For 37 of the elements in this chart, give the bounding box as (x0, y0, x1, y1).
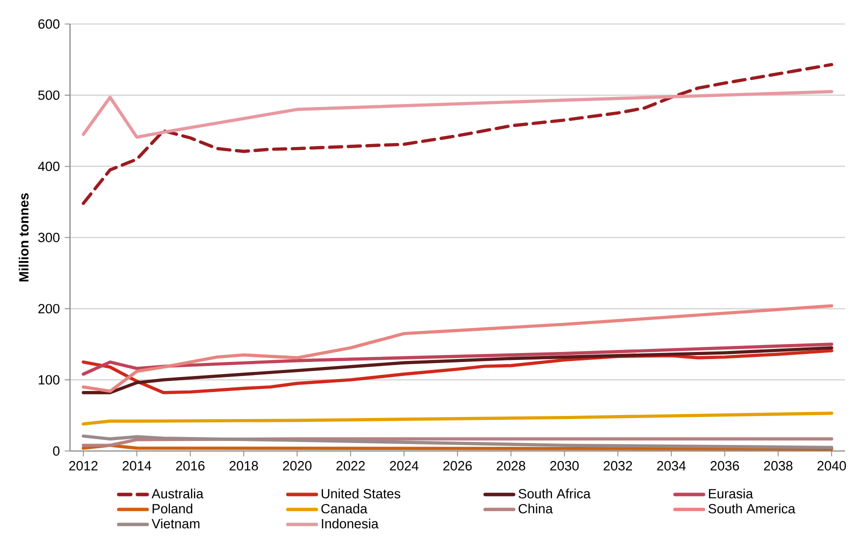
x-tick-label: 2036 (710, 461, 739, 470)
x-tick-label: 2034 (657, 461, 686, 470)
line-series (82, 434, 834, 450)
x-tick-label: 2030 (550, 461, 579, 470)
x-tick-label: 2012 (69, 461, 98, 470)
legend-label: Poland (152, 504, 192, 514)
legend-label: Vietnam (152, 518, 200, 528)
x-tick-label: 2026 (443, 461, 472, 470)
legend-label: Canada (321, 504, 368, 514)
legend-label: China (518, 504, 553, 514)
legend-label: Eurasia (708, 488, 754, 498)
x-tick-label: 2020 (283, 461, 312, 470)
legend-label: Australia (152, 488, 204, 498)
line-series (82, 90, 834, 139)
line-series (82, 412, 834, 426)
x-tick-label: 2038 (764, 461, 792, 470)
x-tick-label: 2028 (496, 461, 526, 470)
x-tick-label: 2024 (390, 461, 418, 470)
legend-label: United States (322, 488, 400, 498)
x-tick-label: 2022 (336, 461, 365, 470)
legend-label: Indonesia (322, 518, 379, 528)
y-tick-label: 600 (38, 19, 60, 29)
y-axis-title: Million tonnes (18, 193, 29, 282)
x-tick-label: 2032 (604, 461, 632, 470)
legend-label: South America (708, 504, 796, 514)
legend-label: South Africa (518, 488, 591, 498)
y-tick-label: 300 (38, 232, 60, 242)
x-tick-label: 2014 (122, 461, 152, 470)
x-tick-label: 2040 (817, 461, 846, 470)
y-tick-label: 100 (38, 375, 60, 385)
line-series (82, 342, 834, 376)
y-tick-label: 0 (53, 446, 60, 456)
y-tick-label: 500 (38, 90, 60, 100)
y-tick-label: 200 (38, 304, 60, 314)
y-tick-label: 400 (38, 162, 60, 172)
x-tick-label: 2018 (230, 461, 258, 470)
x-tick-label: 2016 (176, 461, 205, 470)
